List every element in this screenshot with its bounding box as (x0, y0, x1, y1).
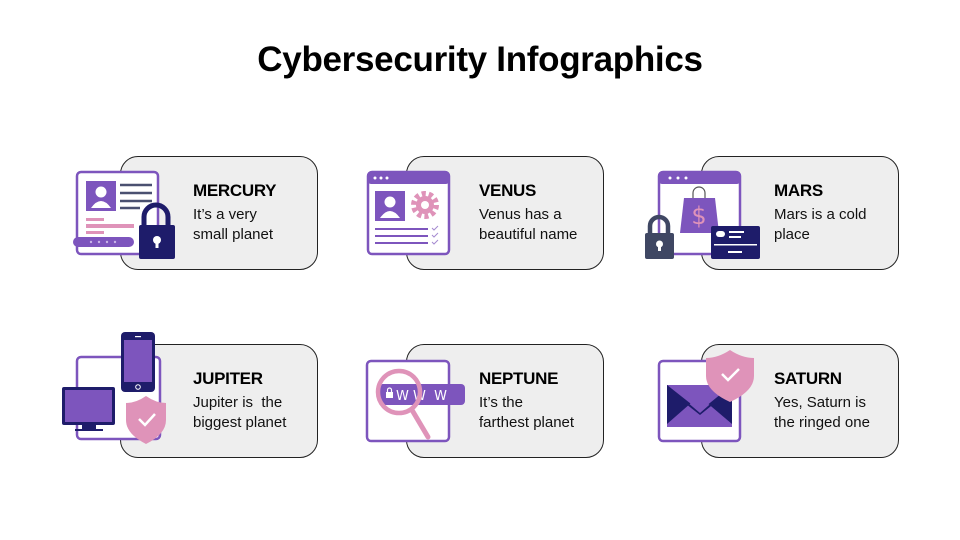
page-title: Cybersecurity Infographics (257, 40, 703, 79)
dollar-icon: $ (691, 202, 706, 230)
id-card-lock-icon (73, 170, 175, 259)
browser-profile-settings-icon (366, 170, 451, 256)
card-title: NEPTUNE (479, 369, 559, 388)
card-text: the ringed one (774, 413, 870, 431)
card-text: biggest planet (193, 413, 287, 431)
card-title: JUPITER (193, 369, 263, 388)
card-text: beautiful name (479, 225, 578, 243)
www-search-icon: W W W (365, 359, 465, 443)
mail-shield-icon (657, 350, 754, 443)
card-title: MERCURY (193, 181, 277, 200)
card-text: Jupiter is the (193, 394, 283, 411)
secure-shopping-icon: $ (645, 170, 760, 259)
card-text: farthest planet (479, 413, 575, 431)
card-title: VENUS (479, 181, 537, 200)
device-shield-icon (62, 332, 166, 444)
card-text: It’s the (479, 394, 523, 411)
card-text: Mars is a cold (774, 206, 867, 223)
card-text: It’s a very (193, 206, 257, 223)
card-title: MARS (774, 181, 823, 200)
card-text: place (774, 225, 810, 243)
card-text: Venus has a (479, 206, 562, 223)
card-text: Yes, Saturn is (774, 394, 866, 411)
card-title: SATURN (774, 369, 842, 388)
card-text: small planet (193, 225, 274, 243)
